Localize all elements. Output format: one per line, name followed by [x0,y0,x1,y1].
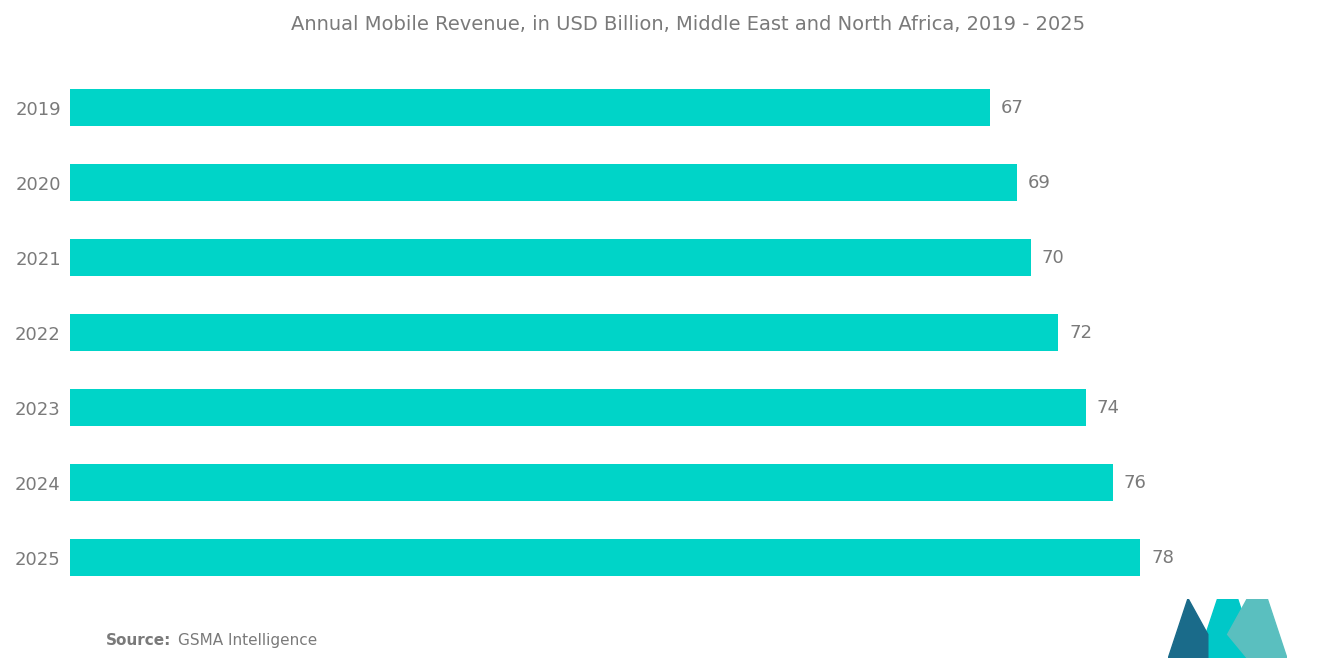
Text: 67: 67 [1001,98,1023,116]
Title: Annual Mobile Revenue, in USD Billion, Middle East and North Africa, 2019 - 2025: Annual Mobile Revenue, in USD Billion, M… [290,15,1085,34]
Bar [70,239,1031,276]
Bar [70,389,1085,426]
Text: 78: 78 [1151,549,1175,567]
Bar [70,464,1113,501]
Text: Source:: Source: [106,633,172,648]
Text: GSMA Intelligence: GSMA Intelligence [178,633,317,648]
Text: 72: 72 [1069,324,1092,342]
Polygon shape [1228,598,1287,658]
Text: 74: 74 [1097,398,1119,416]
Bar [70,164,1016,201]
Bar [70,88,990,126]
Text: 76: 76 [1123,473,1147,491]
Bar [70,314,1059,351]
Bar [70,539,1140,577]
Polygon shape [1199,598,1257,658]
Text: 69: 69 [1028,174,1051,192]
Text: 70: 70 [1041,249,1064,267]
Polygon shape [1168,598,1208,658]
